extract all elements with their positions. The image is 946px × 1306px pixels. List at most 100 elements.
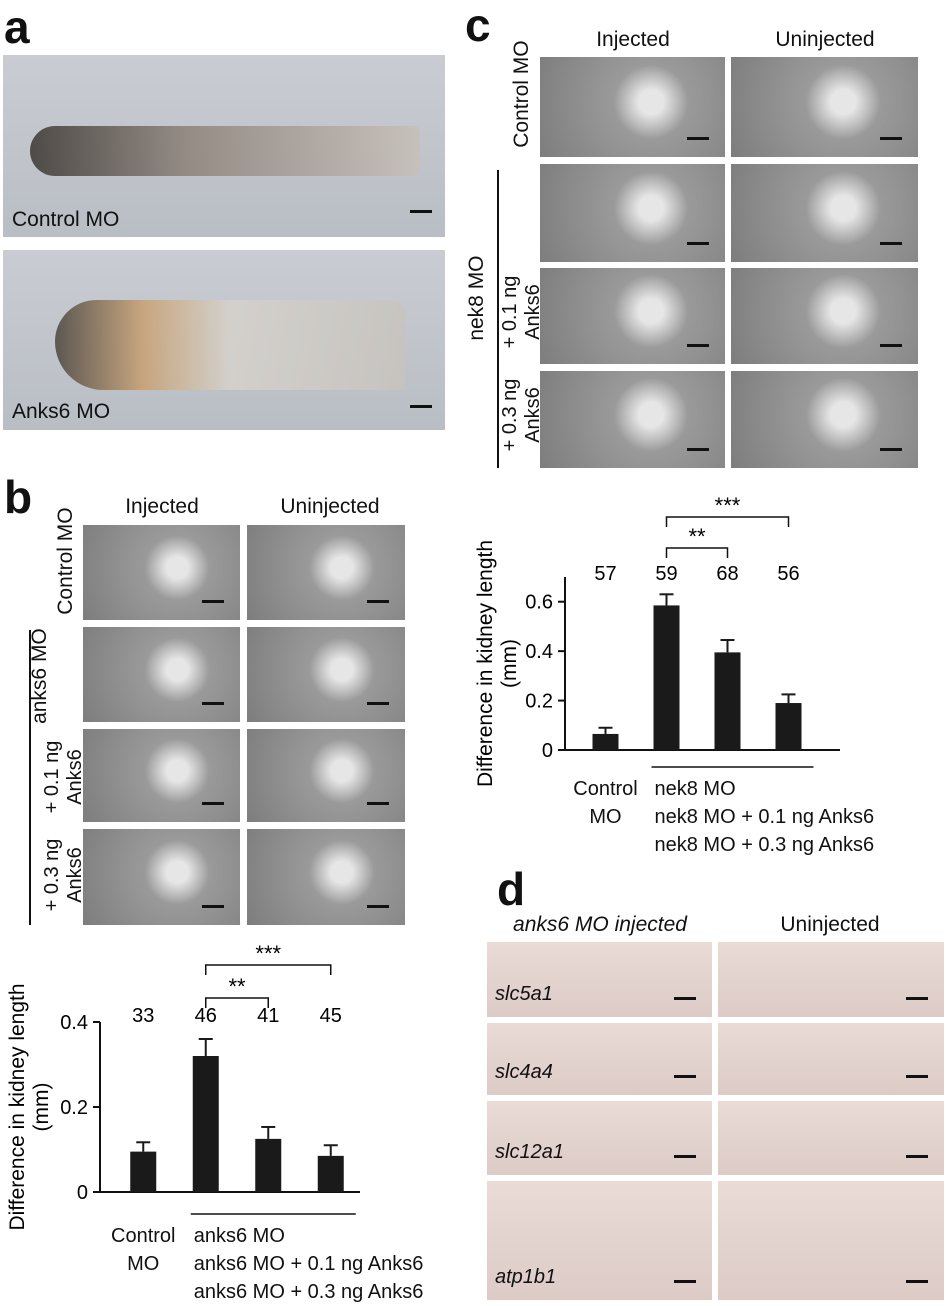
- x-tick-label: nek8 MO + 0.3 ng Anks6: [654, 834, 875, 856]
- panel-letter: d: [497, 863, 526, 915]
- scale-bar: [880, 448, 902, 451]
- x-tick-label: anks6 MO: [193, 1225, 285, 1247]
- significance-label: ***: [255, 941, 281, 966]
- y-tick-label: 0.2: [525, 691, 553, 713]
- photo: [540, 164, 725, 262]
- bar: [775, 703, 802, 750]
- photo: [540, 268, 725, 364]
- scale-bar: [410, 210, 432, 213]
- column-header: Injected: [596, 28, 670, 51]
- bar: [653, 605, 680, 750]
- significance-bracket: [205, 964, 332, 975]
- caption: Anks6 MO: [12, 400, 111, 423]
- significance-label: **: [688, 524, 706, 549]
- photo: [83, 525, 240, 620]
- photo: [247, 829, 405, 925]
- scale-bar: [880, 344, 902, 347]
- significance-bracket: [665, 516, 790, 527]
- sample-size: 56: [777, 563, 799, 585]
- scale-bar: [367, 905, 389, 908]
- y-tick-label: 0: [77, 1182, 88, 1204]
- column-header: Injected: [125, 495, 199, 518]
- scale-bar: [202, 905, 224, 908]
- y-tick-label: 0.4: [60, 1012, 88, 1034]
- photo: [731, 371, 918, 468]
- photo: [731, 268, 918, 364]
- photo: [718, 942, 944, 1017]
- scale-bar: [687, 344, 709, 347]
- bar: [714, 652, 741, 750]
- scale-bar: [202, 802, 224, 805]
- scale-bar: [687, 242, 709, 245]
- column-header: Uninjected: [780, 913, 880, 936]
- bar: [592, 733, 619, 750]
- bar: [317, 1155, 344, 1192]
- photo: [247, 627, 405, 722]
- photo: [487, 1023, 712, 1095]
- group-line: [497, 170, 499, 468]
- tadpole: [30, 126, 420, 176]
- photo: [540, 57, 725, 157]
- scale-bar: [674, 1075, 696, 1078]
- scale-bar: [906, 1155, 928, 1158]
- y-tick-label: 0.4: [525, 641, 553, 663]
- scale-bar: [880, 137, 902, 140]
- scale-bar: [367, 802, 389, 805]
- gene-label: atp1b1: [495, 1266, 557, 1288]
- bar: [192, 1056, 219, 1192]
- x-tick-label: Control MO: [573, 778, 638, 828]
- scale-bar: [906, 997, 928, 1000]
- y-axis-label: Difference in kidney length(mm): [474, 540, 521, 787]
- panel-letter: c: [465, 0, 491, 51]
- x-tick-label: nek8 MO + 0.1 ng Anks6: [654, 806, 875, 828]
- significance-bracket: [665, 547, 729, 558]
- x-tick-label: anks6 MO + 0.1 ng Anks6: [193, 1253, 424, 1275]
- significance-label: ***: [715, 493, 741, 518]
- scale-bar: [367, 600, 389, 603]
- scale-bar: [367, 702, 389, 705]
- sample-size: 41: [257, 1005, 279, 1027]
- significance-bracket: [205, 997, 269, 1008]
- x-tick-label: anks6 MO + 0.3 ng Anks6: [193, 1281, 424, 1303]
- sample-size: 45: [320, 1005, 342, 1027]
- photo: [731, 57, 918, 157]
- sample-size: 59: [655, 563, 677, 585]
- gene-label: slc4a4: [495, 1061, 553, 1083]
- scale-bar: [906, 1280, 928, 1283]
- sample-size: 68: [716, 563, 738, 585]
- significance-label: **: [228, 974, 246, 999]
- column-header: Uninjected: [775, 28, 875, 51]
- scale-bar: [687, 137, 709, 140]
- y-tick-label: 0.6: [525, 592, 553, 614]
- photo: [247, 525, 405, 620]
- photo: [487, 1101, 712, 1175]
- photo: [487, 942, 712, 1017]
- scale-bar: [674, 997, 696, 1000]
- x-tick-label: Control MO: [111, 1225, 176, 1275]
- column-header: anks6 MO injected: [513, 913, 687, 936]
- x-tick-label: nek8 MO: [654, 778, 736, 800]
- photo: [83, 627, 240, 722]
- group-line: [29, 630, 31, 925]
- photo: [731, 164, 918, 262]
- bar: [255, 1138, 282, 1192]
- tadpole: [55, 300, 405, 390]
- sample-size: 57: [594, 563, 616, 585]
- scale-bar: [674, 1155, 696, 1158]
- caption: Control MO: [12, 208, 120, 231]
- photo: [247, 729, 405, 822]
- scale-bar: [674, 1280, 696, 1283]
- scale-bar: [202, 702, 224, 705]
- y-tick-label: 0: [542, 740, 553, 762]
- scale-bar: [880, 242, 902, 245]
- photo: [718, 1101, 944, 1175]
- bar: [130, 1151, 157, 1192]
- scale-bar: [687, 448, 709, 451]
- photo: [540, 371, 725, 468]
- gene-label: slc5a1: [495, 983, 553, 1005]
- scale-bar: [410, 405, 432, 408]
- photo: [718, 1023, 944, 1095]
- panel-letter: b: [4, 471, 33, 523]
